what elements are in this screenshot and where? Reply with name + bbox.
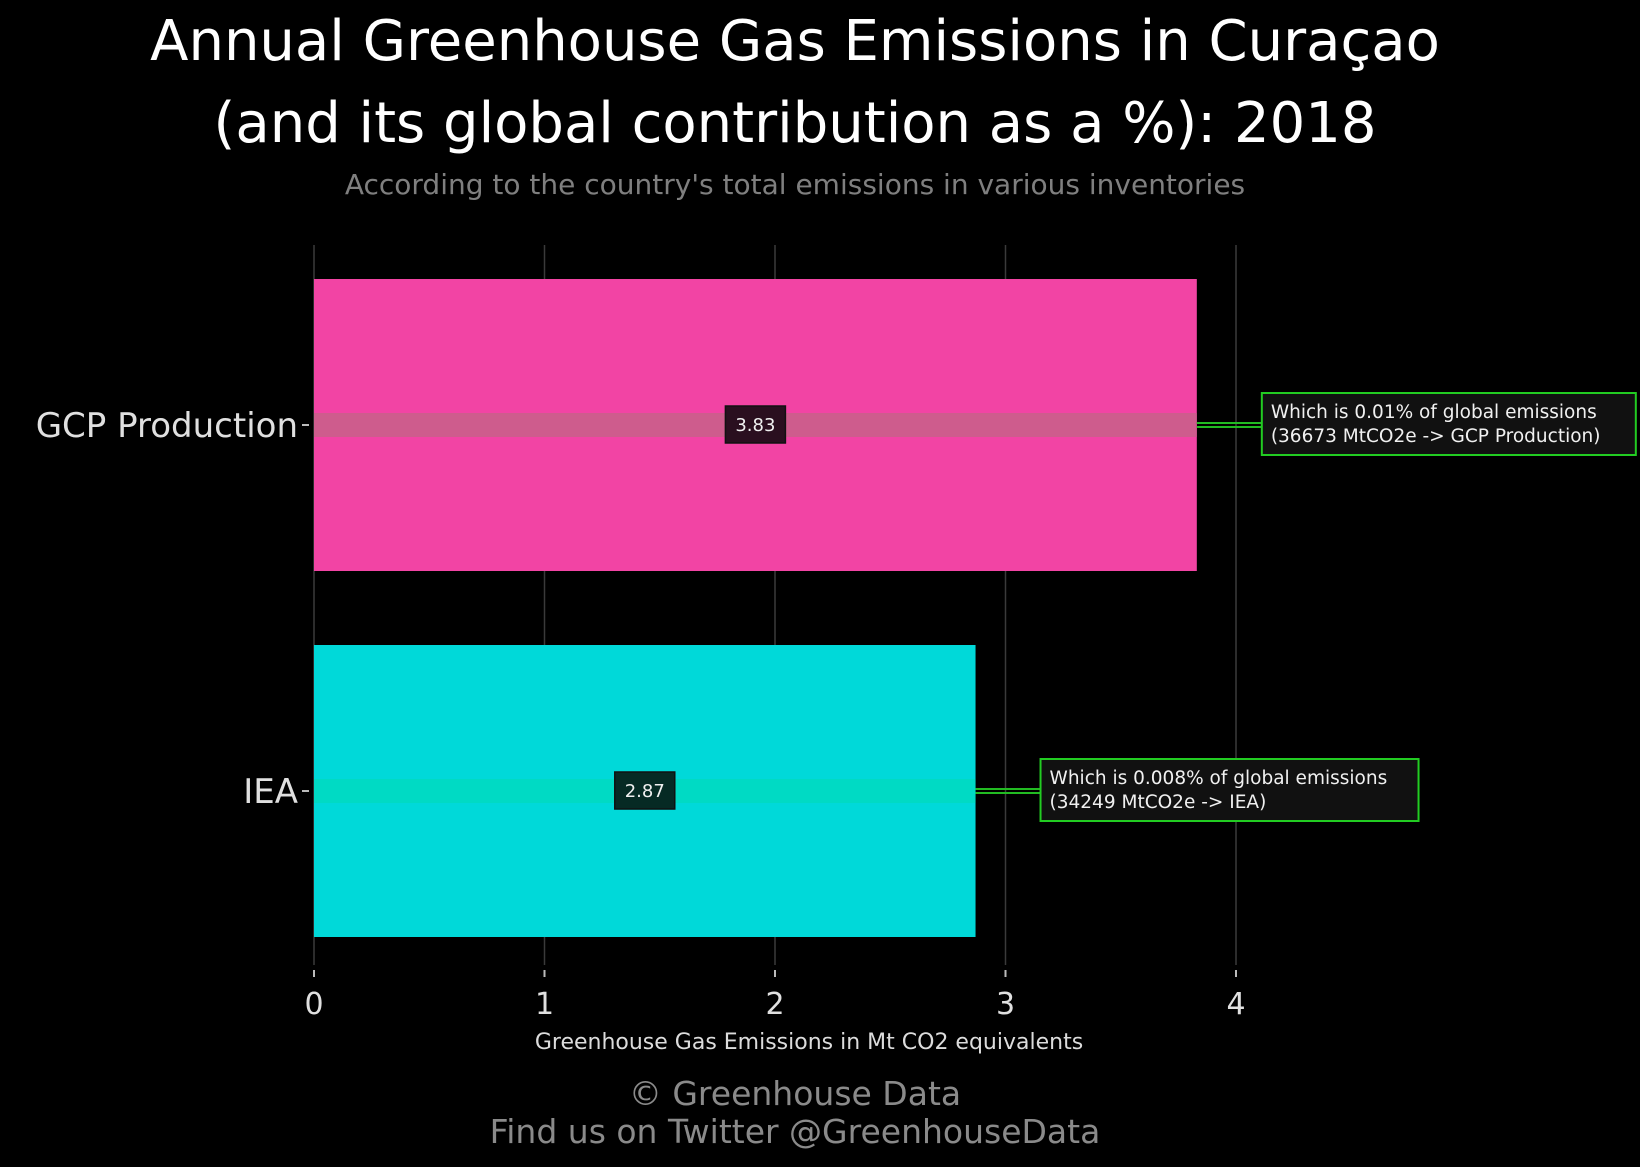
value-label-0: 3.83	[735, 415, 775, 436]
chart-title-line-2: (and its global contribution as a %): 20…	[213, 91, 1377, 156]
category-label-0: GCP Production	[36, 406, 298, 446]
x-tick-label-1: 1	[535, 987, 554, 1022]
x-tick-label-2: 2	[765, 987, 784, 1022]
x-axis-label: Greenhouse Gas Emissions in Mt CO2 equiv…	[535, 1030, 1083, 1055]
annotation-line-1-1: Which is 0.008% of global emissions	[1050, 768, 1388, 789]
annotation-line-1-0: Which is 0.01% of global emissions	[1271, 402, 1597, 423]
footer-copyright: © Greenhouse Data	[628, 1074, 962, 1113]
x-tick-label-4: 4	[1226, 987, 1245, 1022]
value-label-1: 2.87	[625, 781, 665, 802]
x-tick-label-3: 3	[996, 987, 1015, 1022]
x-tick-label-0: 0	[304, 987, 323, 1022]
value-label-box-0	[724, 405, 787, 444]
annotation-box-0	[1260, 392, 1637, 456]
annotation-line-2-0: (36673 MtCO2e -> GCP Production)	[1271, 426, 1601, 447]
value-label-box-1	[614, 771, 676, 810]
category-label-1: IEA	[243, 772, 298, 812]
footer-twitter: Find us on Twitter @GreenhouseData	[489, 1112, 1101, 1151]
chart-title-line-1: Annual Greenhouse Gas Emissions in Curaç…	[150, 9, 1440, 74]
annotation-line-2-1: (34249 MtCO2e -> IEA)	[1050, 792, 1267, 813]
chart-subtitle: According to the country's total emissio…	[344, 168, 1246, 201]
annotation-box-1	[1039, 758, 1420, 822]
